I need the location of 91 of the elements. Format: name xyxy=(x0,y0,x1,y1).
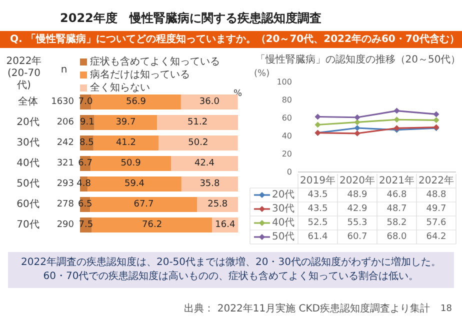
point xyxy=(354,119,360,126)
data-label: 52.5 xyxy=(308,218,328,228)
data-label: 60.7 xyxy=(347,232,368,242)
data-label: 50.2 xyxy=(188,138,208,148)
bar xyxy=(181,176,238,192)
data-label: 50.9 xyxy=(120,158,142,168)
data-label: 58.2 xyxy=(386,218,407,228)
y-tick-label: 30代 xyxy=(16,138,40,148)
data-label: 48.7 xyxy=(386,204,407,214)
text: 242 xyxy=(56,138,74,148)
y-tick-label: 20代 xyxy=(16,117,40,128)
y-tick-label: 60代 xyxy=(16,199,40,210)
data-label: 61.4 xyxy=(308,232,328,242)
bar xyxy=(171,156,238,171)
data-label: 35.8 xyxy=(200,179,220,189)
y-tick-label: 100 xyxy=(276,78,292,86)
text: 2022年調査の疾患認知度は、20-50代までは微増、20・30代の認知度がわずかに増加した。 xyxy=(20,256,442,270)
y-tick-label: 20 xyxy=(282,150,292,158)
data-label: 57.6 xyxy=(426,218,447,228)
data-label: 49.7 xyxy=(426,204,446,214)
data-label: 8.5 xyxy=(80,138,94,148)
data-label: 36.0 xyxy=(199,97,220,107)
x-tick-label: 2019年 xyxy=(300,174,336,186)
data-label: 48.8 xyxy=(426,190,447,200)
legend-label: 病名だけは知っている xyxy=(90,68,190,80)
data-label: 51.2 xyxy=(188,118,208,128)
y-tick-label: 80 xyxy=(282,96,292,104)
text: 206 xyxy=(56,118,74,128)
y-tick-label: 全体 xyxy=(18,96,38,108)
y-tick-label: 60 xyxy=(282,114,292,122)
y-tick-label: 40代 xyxy=(16,158,40,169)
data-label: 64.2 xyxy=(426,232,446,242)
text: n xyxy=(60,64,68,76)
point xyxy=(433,111,440,118)
data-label: 76.2 xyxy=(142,220,162,230)
bar xyxy=(93,136,159,150)
x-tick-label: 2020年 xyxy=(340,174,375,186)
chart-title: 「慢性腎臓病」の認知度の推移（20～50代） xyxy=(255,54,461,66)
legend-label: 全く知らない xyxy=(90,82,150,94)
legend-entry: 症状も含めてよく知っている xyxy=(80,56,220,68)
data-label: 67.7 xyxy=(134,200,154,210)
data-label: 39.7 xyxy=(116,118,136,128)
text: 60・70代での疾患認知度は高いものの、症状も含めてよく知っている割合は低い。 xyxy=(42,270,420,284)
x-tick-label: 2021年 xyxy=(379,174,414,186)
bar xyxy=(94,115,158,130)
bar xyxy=(90,197,198,212)
data-label: 43.5 xyxy=(308,190,328,200)
bar xyxy=(90,156,172,171)
data-label: 68.0 xyxy=(386,232,408,242)
data-label: 42.4 xyxy=(194,158,215,168)
point xyxy=(394,108,400,114)
data-label: 41.2 xyxy=(116,138,136,148)
point xyxy=(314,122,321,128)
bar xyxy=(157,115,238,130)
data-label: 56.9 xyxy=(126,97,146,107)
point xyxy=(354,114,360,120)
y-tick-label: 40 xyxy=(282,132,292,140)
data-label: 9.1 xyxy=(80,118,94,128)
source-note: 出典： 2022年11月実施 CKD疾患認知度調査より集計 xyxy=(184,302,430,314)
data-label: 59.4 xyxy=(124,179,145,189)
point xyxy=(354,124,360,131)
y-tick-label: 50代 xyxy=(16,178,40,190)
data-label: 46.8 xyxy=(386,190,408,200)
bar xyxy=(180,94,238,110)
text: 278 xyxy=(56,200,74,210)
bar xyxy=(197,197,238,212)
text: 1630 xyxy=(51,97,74,107)
text: 290 xyxy=(56,220,74,230)
data-label: 16.4 xyxy=(215,220,236,230)
data-label: 42.9 xyxy=(347,204,368,214)
data-label: 25.8 xyxy=(208,200,228,210)
data-label: 55.3 xyxy=(347,218,368,228)
text: 18 xyxy=(440,304,452,314)
chart-title: 2022年度 慢性腎臓病に関する疾患認知度調査 xyxy=(60,11,322,25)
y-axis-title: (%) xyxy=(254,69,270,79)
point xyxy=(354,130,360,136)
legend-entry: 全く知らない xyxy=(80,82,150,94)
data-label: 48.9 xyxy=(347,190,368,200)
data-label: 43.5 xyxy=(308,204,328,214)
text: 293 xyxy=(56,179,74,189)
y-tick-label: 70代 xyxy=(16,220,40,230)
legend-entry: 病名だけは知っている xyxy=(80,70,190,80)
text: 321 xyxy=(56,158,74,168)
x-tick-label: 2022年 xyxy=(418,174,454,186)
bar xyxy=(91,94,181,110)
y-tick-label: 0 xyxy=(286,168,292,176)
point xyxy=(314,114,321,120)
bar xyxy=(158,136,238,150)
y-axis-title: 2022年(20-70代) xyxy=(5,56,43,92)
chart-subtitle: Q. 「慢性腎臓病」についてどの程度知っていますか。（20～70代、2022年のみ60・70代含む） xyxy=(10,33,460,45)
bar xyxy=(92,218,212,232)
